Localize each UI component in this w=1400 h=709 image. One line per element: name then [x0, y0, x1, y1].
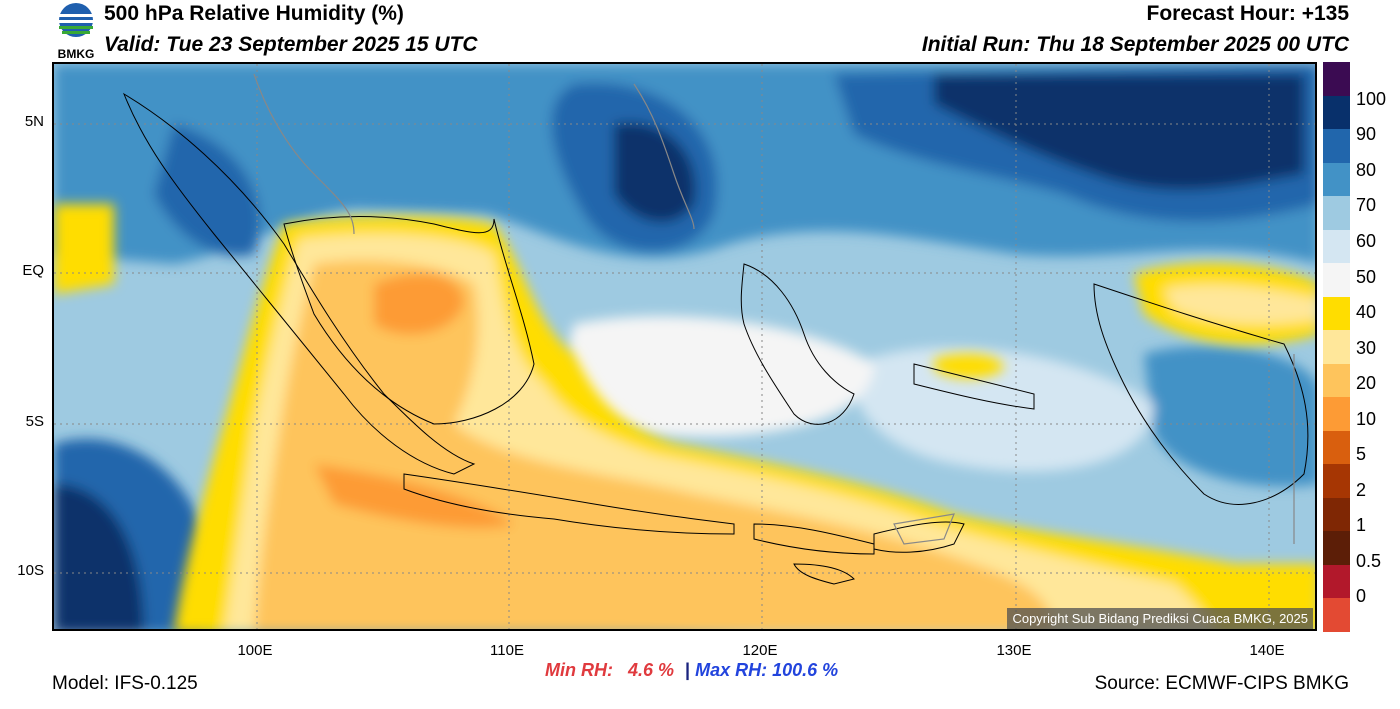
colorbar-segment: [1323, 62, 1350, 97]
colorbar-segment: [1323, 129, 1350, 164]
colorbar-segment: [1323, 229, 1350, 264]
initial-run: Initial Run: Thu 18 September 2025 00 UT…: [921, 33, 1349, 56]
colorbar-segment: [1323, 497, 1350, 532]
colorbar-segment: [1323, 430, 1350, 465]
map-title: 500 hPa Relative Humidity (%): [104, 2, 404, 25]
colorbar-segment: [1323, 162, 1350, 197]
colorbar-label: 10: [1356, 409, 1377, 429]
colorbar-label: 0: [1356, 586, 1367, 606]
colorbar-label: 40: [1356, 302, 1377, 322]
colorbar-label: 30: [1356, 338, 1377, 358]
lon-label-100e: 100E: [237, 642, 273, 659]
minmax-separator: |: [685, 660, 691, 680]
lon-label-140e: 140E: [1249, 642, 1285, 659]
min-max-rh: Min RH: 4.6 % | Max RH: 100.6 %: [545, 660, 838, 681]
model-label: Model: IFS-0.125: [52, 673, 198, 694]
lat-label-eq: EQ: [22, 262, 44, 279]
colorbar-segment: [1323, 464, 1350, 499]
lat-label-5s: 5S: [25, 413, 44, 430]
max-rh-value: 100.6 %: [772, 660, 839, 680]
country-borders: [253, 73, 1295, 545]
colorbar-label: 80: [1356, 160, 1377, 180]
lon-label-130e: 130E: [996, 642, 1032, 659]
colorbar-label: 20: [1356, 373, 1377, 393]
colorbar: [1323, 62, 1350, 633]
colorbar-label: 5: [1356, 444, 1367, 464]
colorbar-segment: [1323, 598, 1350, 633]
humidity-field: [54, 64, 1315, 629]
lat-label-10s: 10S: [17, 562, 44, 579]
colorbar-label: 1: [1356, 515, 1367, 535]
forecast-hour: Forecast Hour: +135: [1146, 2, 1350, 25]
valid-time: Valid: Tue 23 September 2025 15 UTC: [104, 33, 478, 56]
copyright-notice: Copyright Sub Bidang Prediksi Cuaca BMKG…: [1007, 608, 1313, 629]
colorbar-label: 50: [1356, 267, 1377, 287]
colorbar-label: 60: [1356, 231, 1377, 251]
coastlines: [122, 92, 1309, 585]
colorbar-segment: [1323, 397, 1350, 432]
colorbar-segment: [1323, 531, 1350, 566]
colorbar-segment: [1323, 296, 1350, 331]
lon-label-110e: 110E: [490, 642, 524, 659]
colorbar-segment: [1323, 95, 1350, 130]
bmkg-logo: BMKG: [50, 2, 102, 62]
colorbar-label: 100: [1356, 89, 1387, 109]
colorbar-label: 90: [1356, 124, 1377, 144]
colorbar-label: 0.5: [1356, 551, 1382, 571]
lon-label-120e: 120E: [742, 642, 778, 659]
lat-label-5n: 5N: [24, 113, 44, 130]
colorbar-segment: [1323, 564, 1350, 599]
colorbar-segment: [1323, 363, 1350, 398]
colorbar-label: 2: [1356, 480, 1367, 500]
graticule: [54, 64, 1315, 629]
min-rh-value: 4.6 %: [628, 660, 675, 680]
humidity-map: Copyright Sub Bidang Prediksi Cuaca BMKG…: [52, 62, 1317, 631]
source-label: Source: ECMWF-CIPS BMKG: [1094, 673, 1349, 694]
svg-text:BMKG: BMKG: [58, 47, 95, 61]
max-rh-label: Max RH:: [695, 660, 768, 680]
min-rh-label: Min RH:: [545, 660, 613, 680]
colorbar-segment: [1323, 196, 1350, 231]
colorbar-segment: [1323, 330, 1350, 365]
colorbar-label: 70: [1356, 195, 1377, 215]
colorbar-segment: [1323, 263, 1350, 298]
